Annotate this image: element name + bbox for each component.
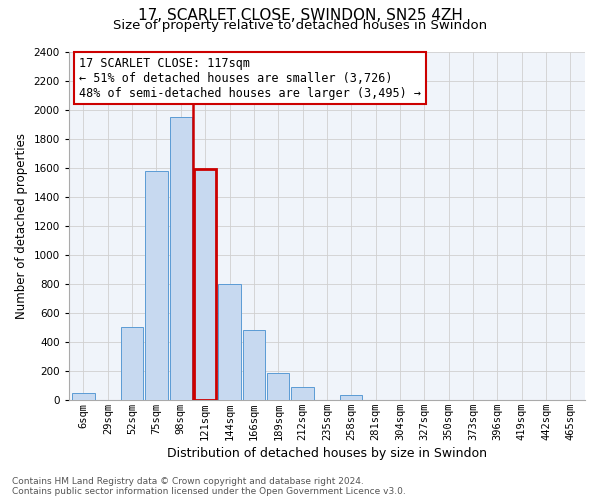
Bar <box>121 327 143 400</box>
Bar <box>267 373 289 400</box>
Text: 17, SCARLET CLOSE, SWINDON, SN25 4ZH: 17, SCARLET CLOSE, SWINDON, SN25 4ZH <box>137 8 463 22</box>
Bar <box>170 117 192 400</box>
Text: Size of property relative to detached houses in Swindon: Size of property relative to detached ho… <box>113 18 487 32</box>
Text: 17 SCARLET CLOSE: 117sqm
← 51% of detached houses are smaller (3,726)
48% of sem: 17 SCARLET CLOSE: 117sqm ← 51% of detach… <box>79 56 421 100</box>
Bar <box>340 396 362 400</box>
Bar <box>242 330 265 400</box>
Bar <box>72 392 95 400</box>
Text: Contains HM Land Registry data © Crown copyright and database right 2024.
Contai: Contains HM Land Registry data © Crown c… <box>12 476 406 496</box>
X-axis label: Distribution of detached houses by size in Swindon: Distribution of detached houses by size … <box>167 447 487 460</box>
Y-axis label: Number of detached properties: Number of detached properties <box>15 132 28 318</box>
Bar <box>145 171 167 400</box>
Bar <box>218 284 241 400</box>
Bar <box>194 169 217 400</box>
Bar <box>292 386 314 400</box>
